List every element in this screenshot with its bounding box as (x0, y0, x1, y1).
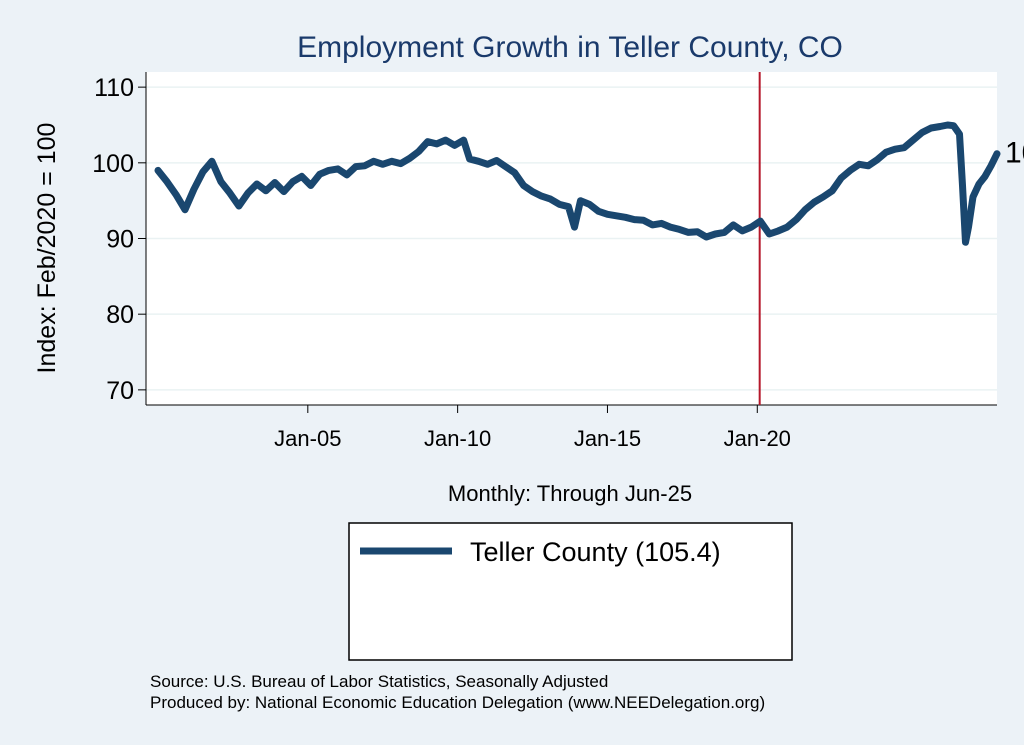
legend-label: Teller County (105.4) (470, 537, 721, 567)
legend: Teller County (105.4) (348, 522, 793, 661)
x-tick-label: Jan-20 (724, 426, 791, 451)
y-tick-label: 90 (106, 226, 134, 254)
x-tick-label: Jan-10 (424, 426, 491, 451)
x-tick-label: Jan-05 (274, 426, 341, 451)
series-end-label: 105.4 (1005, 137, 1024, 170)
chart-title: Employment Growth in Teller County, CO (297, 31, 843, 64)
y-axis-label: Index: Feb/2020 = 100 (33, 123, 61, 374)
produced-note: Produced by: National Economic Education… (150, 693, 766, 712)
y-tick-label: 100 (92, 150, 134, 178)
source-note: Source: U.S. Bureau of Labor Statistics,… (150, 672, 609, 691)
series-line (154, 121, 1001, 246)
x-axis-label: Monthly: Through Jun-25 (448, 481, 692, 506)
y-tick-label: 80 (106, 301, 134, 329)
x-tick-label: Jan-15 (574, 426, 641, 451)
y-tick-label: 70 (106, 377, 134, 405)
y-tick-label: 110 (94, 74, 134, 102)
